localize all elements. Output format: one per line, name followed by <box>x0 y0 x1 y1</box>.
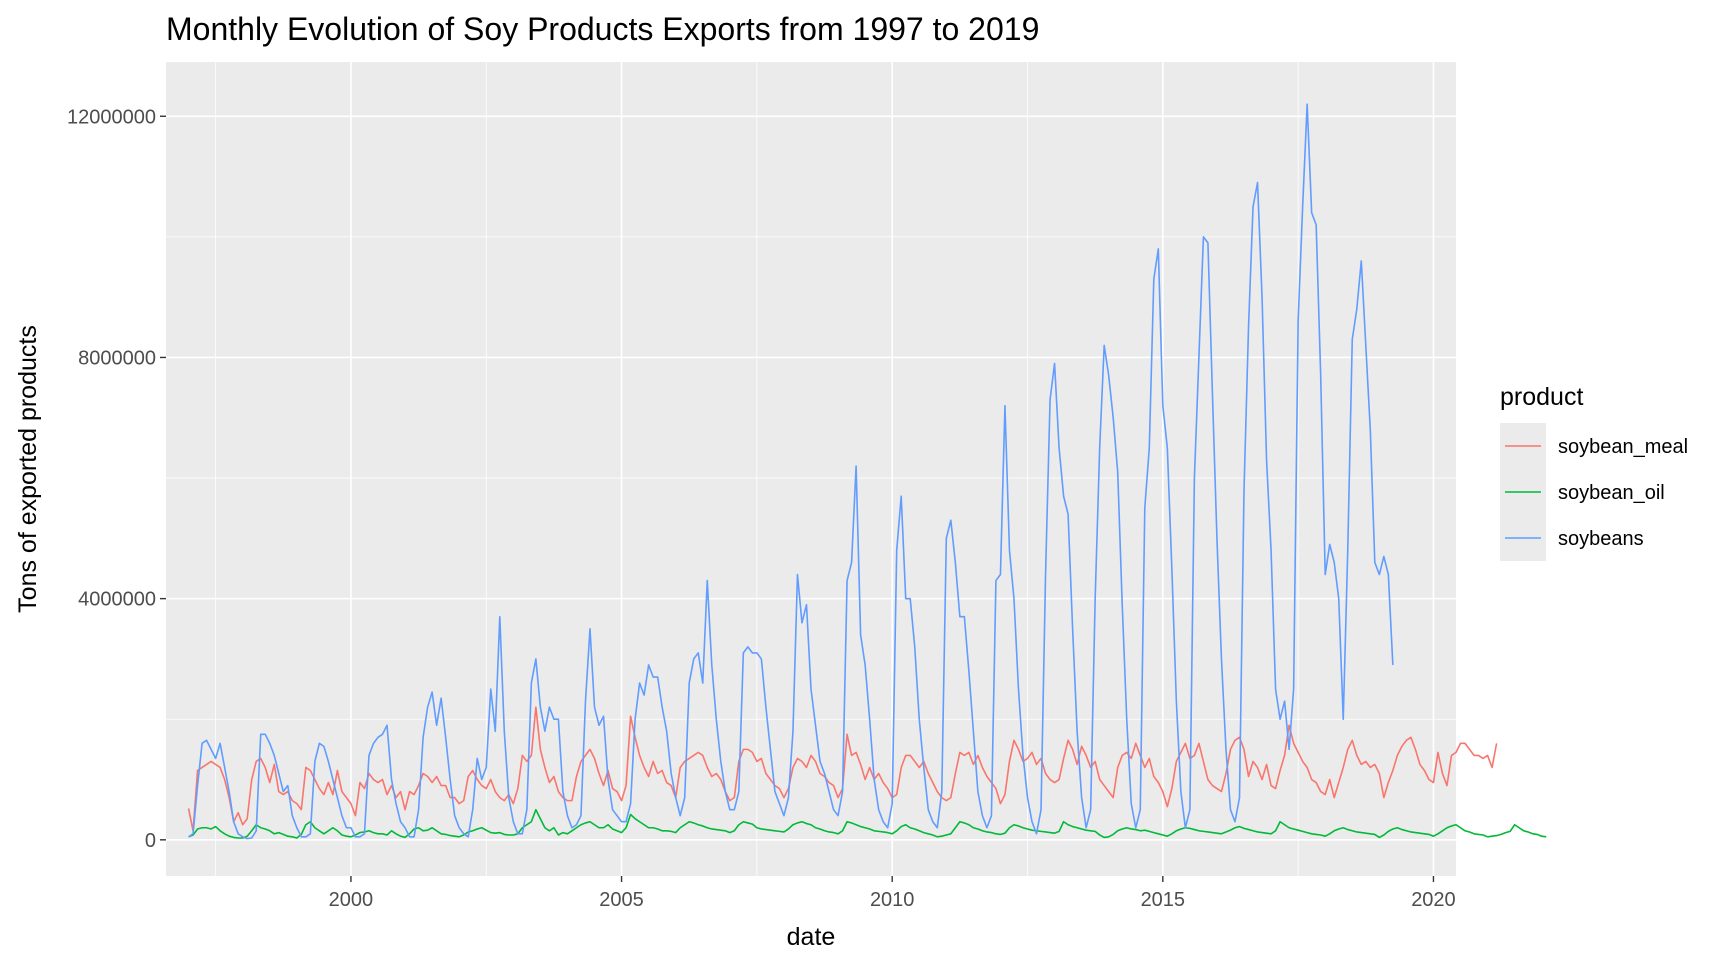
y-axis-title: Tons of exported products <box>14 325 42 613</box>
legend-label-soybeans: soybeans <box>1558 528 1644 550</box>
series-layer <box>187 103 1547 840</box>
legend-label-soybean-meal: soybean_meal <box>1558 436 1688 458</box>
x-axis-title: date <box>787 923 836 951</box>
x-axis: 2000 2005 2010 2015 2020 <box>329 876 1456 911</box>
y-tick-label: 8000000 <box>78 347 156 369</box>
series-line-soybeans <box>188 103 1394 840</box>
plot-panel <box>166 62 1456 876</box>
legend-title: product <box>1500 383 1583 411</box>
legend-label-soybean-oil: soybean_oil <box>1558 482 1665 504</box>
x-tick-label: 2010 <box>870 889 915 911</box>
chart-title: Monthly Evolution of Soy Products Export… <box>166 11 1039 47</box>
x-tick-label: 2020 <box>1411 889 1456 911</box>
x-tick-label: 2015 <box>1141 889 1186 911</box>
y-tick-label: 12000000 <box>67 106 156 128</box>
y-tick-label: 4000000 <box>78 589 156 611</box>
y-tick-label: 0 <box>145 830 156 852</box>
legend: product soybean_meal soybean_oil soybeans <box>1500 383 1688 561</box>
legend-items: soybean_meal soybean_oil soybeans <box>1500 423 1688 561</box>
x-tick-label: 2005 <box>599 889 644 911</box>
grid-minor <box>166 62 1456 876</box>
y-axis: 0 4000000 8000000 12000000 <box>67 106 166 852</box>
x-tick-label: 2000 <box>329 889 374 911</box>
grid-major <box>166 62 1456 876</box>
